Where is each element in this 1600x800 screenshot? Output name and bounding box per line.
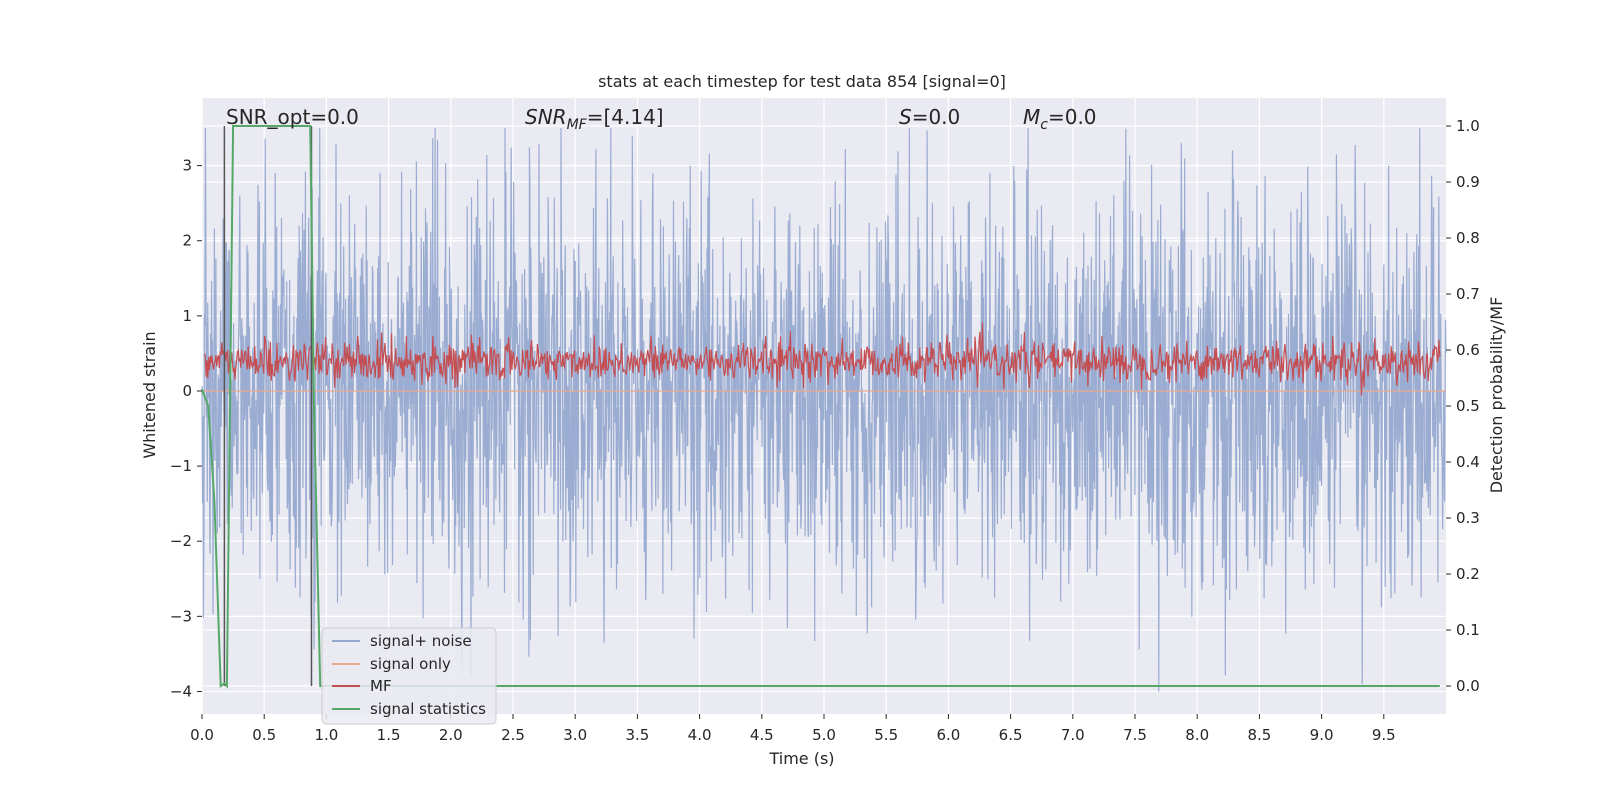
series-signal-noise — [201, 127, 1447, 692]
x-tick-label: 8.0 — [1185, 726, 1209, 744]
chart-title: stats at each timestep for test data 854… — [598, 72, 1006, 91]
annotation-s: S=0.0 — [899, 105, 960, 129]
annotation-mc: Mc=0.0 — [1023, 105, 1097, 133]
annotation-snr-opt: SNR_opt=0.0 — [226, 105, 359, 129]
y-axis-label-right: Detection probability/MF — [1487, 297, 1506, 494]
legend-box — [321, 627, 497, 725]
y-tick-label-left: 2 — [182, 232, 192, 250]
y-tick-label-left: −4 — [170, 682, 192, 700]
y-tick-label-right: 1.0 — [1456, 117, 1480, 135]
legend-label-signal-only: signal only — [370, 655, 451, 673]
y-tick-label-right: 0.6 — [1456, 341, 1480, 359]
x-tick-label: 0.0 — [190, 726, 214, 744]
y-tick-label-right: 0.1 — [1456, 621, 1480, 639]
y-tick-label-right: 0.8 — [1456, 229, 1480, 247]
y-tick-label-right: 0.9 — [1456, 173, 1480, 191]
x-axis-label: Time (s) — [768, 749, 834, 768]
x-tick-label: 4.5 — [750, 726, 774, 744]
x-tick-label: 9.0 — [1310, 726, 1334, 744]
x-tick-label: 5.5 — [874, 726, 898, 744]
x-tick-label: 2.5 — [501, 726, 525, 744]
legend-label-mf: MF — [370, 677, 392, 695]
y-tick-label-right: 0.0 — [1456, 677, 1480, 695]
y-tick-label-right: 0.4 — [1456, 453, 1480, 471]
x-tick-label: 7.5 — [1123, 726, 1147, 744]
annotation-snr-mf: SNRMF=[4.14] — [525, 105, 664, 133]
x-tick-label: 6.5 — [999, 726, 1023, 744]
x-tick-label: 4.0 — [688, 726, 712, 744]
legend-label-signal-noise: signal+ noise — [370, 632, 472, 650]
x-tick-label: 3.0 — [563, 726, 587, 744]
x-tick-label: 1.5 — [377, 726, 401, 744]
x-tick-label: 1.0 — [314, 726, 338, 744]
x-tick-label: 6.0 — [936, 726, 960, 744]
series-mf — [203, 322, 1441, 396]
x-tick-label: 7.0 — [1061, 726, 1085, 744]
y-axis-label-left: Whitened strain — [140, 331, 159, 458]
y-tick-label-right: 0.7 — [1456, 285, 1480, 303]
y-tick-label-right: 0.3 — [1456, 509, 1480, 527]
x-tick-label: 8.5 — [1247, 726, 1271, 744]
y-tick-label-right: 0.2 — [1456, 565, 1480, 583]
x-tick-label: 5.0 — [812, 726, 836, 744]
y-tick-label-left: 1 — [182, 307, 192, 325]
y-tick-label-left: −3 — [170, 607, 192, 625]
x-tick-label: 2.0 — [439, 726, 463, 744]
ticks: 0.0 0.5 1.0 1.5 2.0 2.5 3.0 3.5 4.0 4.5 5.0 5.5 6.0 6… — [170, 117, 1480, 744]
y-tick-label-right: 0.5 — [1456, 397, 1480, 415]
x-tick-label: 9.5 — [1372, 726, 1396, 744]
x-tick-label: 3.5 — [625, 726, 649, 744]
y-tick-label-left: 3 — [182, 157, 192, 175]
y-tick-label-left: −1 — [170, 457, 192, 475]
legend: signal+ noise signal only MF signal stat… — [321, 627, 497, 725]
x-tick-label: 0.5 — [252, 726, 276, 744]
legend-label-signal-statistics: signal statistics — [370, 700, 486, 718]
y-tick-label-left: 0 — [182, 382, 192, 400]
y-tick-label-left: −2 — [170, 532, 192, 550]
